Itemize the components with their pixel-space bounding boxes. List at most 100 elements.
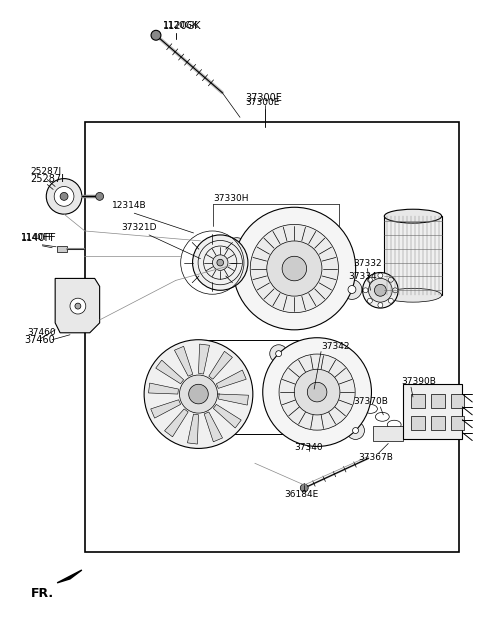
Polygon shape bbox=[156, 360, 184, 384]
Polygon shape bbox=[199, 344, 209, 374]
Polygon shape bbox=[218, 394, 249, 405]
Circle shape bbox=[367, 298, 372, 303]
Text: 37332: 37332 bbox=[354, 259, 382, 268]
Text: 37342: 37342 bbox=[321, 342, 349, 351]
Circle shape bbox=[144, 340, 253, 448]
Circle shape bbox=[363, 288, 368, 292]
Circle shape bbox=[151, 30, 161, 40]
Circle shape bbox=[54, 187, 74, 206]
Bar bbox=[192, 340, 314, 433]
Circle shape bbox=[282, 256, 307, 281]
Text: 37460: 37460 bbox=[24, 335, 55, 345]
Ellipse shape bbox=[384, 209, 442, 223]
Circle shape bbox=[213, 255, 228, 270]
Circle shape bbox=[284, 371, 291, 379]
Polygon shape bbox=[57, 570, 82, 583]
Bar bbox=[431, 394, 444, 408]
Text: 37370B: 37370B bbox=[354, 397, 388, 406]
Polygon shape bbox=[165, 409, 188, 437]
Circle shape bbox=[369, 279, 392, 302]
Circle shape bbox=[388, 298, 393, 303]
Circle shape bbox=[274, 362, 301, 389]
Bar bbox=[451, 416, 464, 430]
Circle shape bbox=[294, 369, 340, 415]
Text: 25287I: 25287I bbox=[30, 167, 61, 175]
Circle shape bbox=[378, 303, 383, 308]
Text: 1120GK: 1120GK bbox=[163, 21, 199, 30]
Bar bbox=[384, 216, 442, 295]
Text: 37300E: 37300E bbox=[245, 92, 282, 103]
Circle shape bbox=[348, 286, 356, 294]
Polygon shape bbox=[55, 279, 100, 333]
Circle shape bbox=[263, 338, 372, 447]
Circle shape bbox=[393, 288, 397, 292]
Text: 37340: 37340 bbox=[294, 443, 323, 452]
Circle shape bbox=[279, 354, 355, 430]
Circle shape bbox=[189, 384, 208, 404]
Circle shape bbox=[388, 277, 393, 282]
Circle shape bbox=[233, 243, 241, 252]
Polygon shape bbox=[213, 404, 241, 428]
Circle shape bbox=[276, 378, 280, 382]
Text: 37334: 37334 bbox=[349, 272, 377, 282]
Circle shape bbox=[70, 298, 86, 314]
Circle shape bbox=[279, 367, 295, 383]
Bar bbox=[403, 384, 462, 438]
Text: 37321D: 37321D bbox=[121, 223, 157, 232]
Polygon shape bbox=[204, 412, 223, 442]
Circle shape bbox=[300, 484, 308, 492]
Text: 37367B: 37367B bbox=[359, 454, 394, 462]
Circle shape bbox=[180, 375, 217, 413]
Circle shape bbox=[292, 382, 296, 386]
Bar bbox=[411, 394, 425, 408]
Text: 37390B: 37390B bbox=[401, 377, 436, 386]
Circle shape bbox=[46, 179, 82, 214]
Circle shape bbox=[347, 421, 364, 440]
Circle shape bbox=[342, 280, 362, 299]
Text: 1120GK: 1120GK bbox=[163, 21, 202, 31]
Polygon shape bbox=[174, 347, 193, 376]
Circle shape bbox=[276, 351, 282, 357]
Circle shape bbox=[367, 277, 372, 282]
Text: 12314B: 12314B bbox=[111, 201, 146, 210]
Circle shape bbox=[60, 192, 68, 201]
Circle shape bbox=[267, 241, 322, 296]
Circle shape bbox=[292, 365, 296, 369]
Polygon shape bbox=[216, 370, 246, 388]
Circle shape bbox=[227, 238, 247, 257]
Polygon shape bbox=[188, 414, 199, 444]
Circle shape bbox=[362, 272, 398, 308]
Text: 1140FF: 1140FF bbox=[21, 233, 56, 243]
Circle shape bbox=[250, 225, 338, 313]
Circle shape bbox=[96, 192, 104, 201]
Text: 1140FF: 1140FF bbox=[21, 233, 54, 242]
Circle shape bbox=[296, 373, 300, 377]
Circle shape bbox=[276, 369, 280, 372]
Circle shape bbox=[75, 303, 81, 309]
Text: 37330H: 37330H bbox=[213, 194, 249, 203]
Bar bbox=[451, 394, 464, 408]
Circle shape bbox=[283, 384, 287, 388]
Text: 25287I: 25287I bbox=[30, 174, 64, 184]
Text: FR.: FR. bbox=[30, 587, 54, 600]
Circle shape bbox=[378, 273, 383, 278]
Polygon shape bbox=[209, 352, 232, 379]
Circle shape bbox=[353, 428, 359, 433]
Text: 36184E: 36184E bbox=[285, 490, 319, 499]
Bar bbox=[411, 416, 425, 430]
Bar bbox=[57, 246, 67, 252]
Ellipse shape bbox=[384, 288, 442, 302]
Bar bbox=[85, 122, 459, 552]
Circle shape bbox=[283, 363, 287, 367]
Circle shape bbox=[374, 284, 386, 296]
Circle shape bbox=[192, 235, 248, 291]
Text: 37460: 37460 bbox=[27, 328, 56, 337]
Circle shape bbox=[270, 345, 288, 362]
Text: 37300E: 37300E bbox=[245, 97, 279, 106]
Circle shape bbox=[233, 208, 356, 330]
Circle shape bbox=[307, 382, 327, 402]
Bar bbox=[431, 416, 444, 430]
Circle shape bbox=[217, 259, 224, 266]
Polygon shape bbox=[151, 400, 180, 418]
Polygon shape bbox=[148, 383, 179, 394]
